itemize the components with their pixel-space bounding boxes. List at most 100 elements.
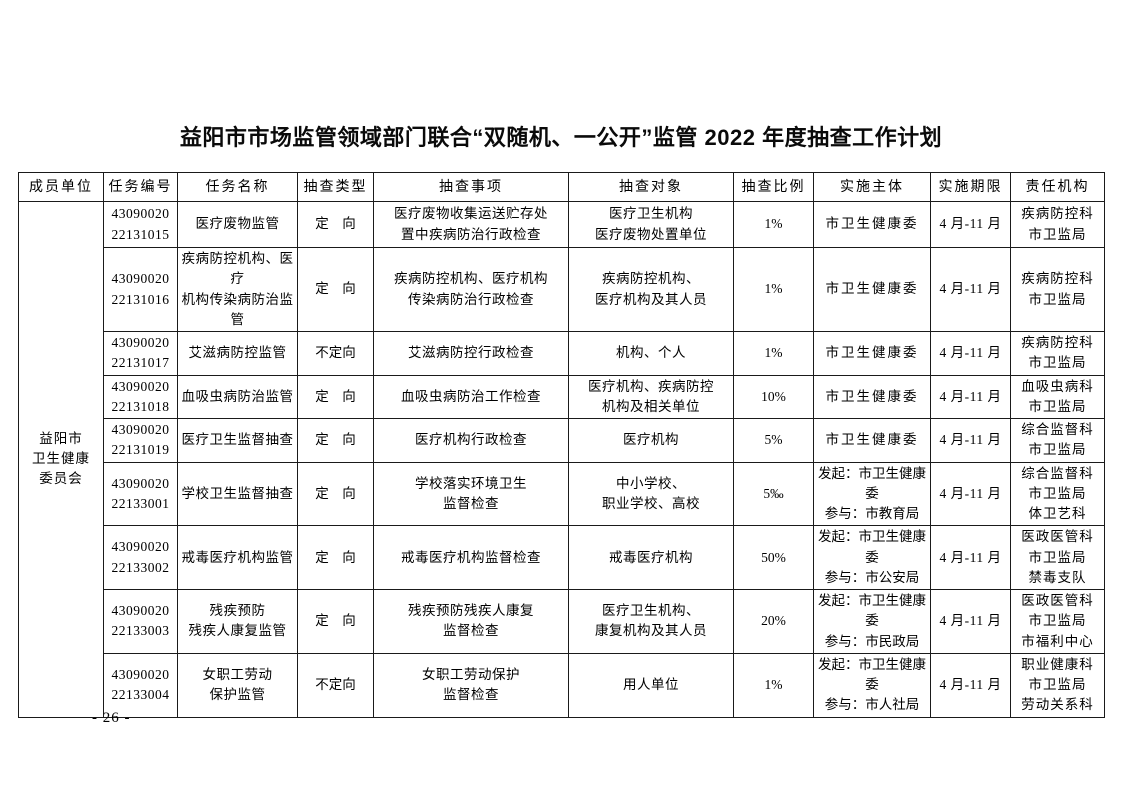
cell-period: 4 月-11 月 [930,589,1011,654]
cell-responsible: 疾病防控科 市卫监局 [1010,201,1105,248]
cell-task-name: 疾病防控机构、医疗 机构传染病防治监管 [177,247,298,332]
cell-check-item: 戒毒医疗机构监督检查 [373,525,569,590]
cell-responsible: 职业健康科 市卫监局 劳动关系科 [1010,652,1105,718]
cell-check-target: 用人单位 [568,652,734,718]
table-row: 43090020 22131018 血吸虫病防治监管 定 向 血吸虫病防治工作检… [19,374,1105,419]
cell-responsible: 综合监督科 市卫监局 [1010,418,1105,463]
cell-implementer: 市卫生健康委 [813,418,931,463]
cell-check-target: 疾病防控机构、 医疗机构及其人员 [568,247,734,332]
cell-implementer: 发起：市卫生健康委 参与：市人社局 [813,652,931,718]
table-row: 43090020 22131019 医疗卫生监督抽查 定 向 医疗机构行政检查 … [19,418,1105,463]
column-header-implementer: 实施主体 [813,172,931,202]
cell-ratio: 1% [733,652,814,718]
cell-task-id: 43090020 22131017 [103,331,178,376]
table-row: 43090020 22131017 艾滋病防控监管 不定向 艾滋病防控行政检查 … [19,331,1105,376]
cell-task-name: 女职工劳动 保护监管 [177,652,298,718]
cell-ratio: 1% [733,247,814,332]
cell-check-type: 定 向 [297,247,374,332]
cell-check-item: 学校落实环境卫生 监督检查 [373,461,569,527]
cell-ratio: 50% [733,525,814,590]
cell-ratio: 20% [733,589,814,654]
cell-ratio: 5‰ [733,461,814,527]
cell-implementer: 发起：市卫生健康委 参与：市公安局 [813,525,931,590]
cell-check-item: 女职工劳动保护 监督检查 [373,652,569,718]
column-header-check-type: 抽查类型 [297,172,374,202]
cell-responsible: 综合监督科 市卫监局 体卫艺科 [1010,461,1105,527]
cell-check-item: 医疗废物收集运送贮存处 置中疾病防治行政检查 [373,201,569,248]
cell-check-type: 定 向 [297,461,374,527]
cell-check-target: 戒毒医疗机构 [568,525,734,590]
cell-ratio: 5% [733,418,814,463]
page-number: - 26 - [92,710,131,726]
column-header-task-id: 任务编号 [103,172,178,202]
cell-check-type: 不定向 [297,652,374,718]
table-row: 43090020 22133002 戒毒医疗机构监管 定 向 戒毒医疗机构监督检… [19,525,1105,590]
column-header-task-name: 任务名称 [177,172,298,202]
cell-period: 4 月-11 月 [930,331,1011,376]
cell-check-target: 中小学校、 职业学校、高校 [568,461,734,527]
cell-task-id: 43090020 22131018 [103,374,178,419]
column-header-check-item: 抽查事项 [373,172,569,202]
cell-implementer: 发起：市卫生健康委 参与：市教育局 [813,461,931,527]
cell-task-id: 43090020 22133004 [103,652,178,718]
table-row: 益阳市 卫生健康 委员会 43090020 22131015 医疗废物监管 定 … [18,201,1105,718]
cell-task-name: 艾滋病防控监管 [177,331,298,376]
cell-period: 4 月-11 月 [930,418,1011,463]
cell-task-name: 医疗卫生监督抽查 [177,418,298,463]
cell-period: 4 月-11 月 [930,461,1011,527]
column-header-check-target: 抽查对象 [568,172,734,202]
table-row: 43090020 22131016 疾病防控机构、医疗 机构传染病防治监管 定 … [19,247,1105,332]
cell-check-item: 艾滋病防控行政检查 [373,331,569,376]
table-row: 43090020 22133004 女职工劳动 保护监管 不定向 女职工劳动保护… [19,652,1105,718]
cell-check-target: 医疗卫生机构 医疗废物处置单位 [568,201,734,248]
page-title: 益阳市市场监管领域部门联合“双随机、一公开”监管 2022 年度抽查工作计划 [179,125,943,150]
cell-check-type: 定 向 [297,525,374,590]
cell-period: 4 月-11 月 [930,374,1011,419]
cell-period: 4 月-11 月 [930,247,1011,332]
cell-task-id: 43090020 22133003 [103,589,178,654]
cell-responsible: 医政医管科 市卫监局 市福利中心 [1010,589,1105,654]
cell-responsible: 疾病防控科 市卫监局 [1010,247,1105,332]
cell-implementer: 市卫生健康委 [813,374,931,419]
member-unit-cell: 益阳市 卫生健康 委员会 [18,201,104,718]
cell-task-id: 43090020 22133002 [103,525,178,590]
cell-check-type: 定 向 [297,418,374,463]
cell-implementer: 发起：市卫生健康委 参与：市民政局 [813,589,931,654]
cell-check-item: 医疗机构行政检查 [373,418,569,463]
cell-check-item: 血吸虫病防治工作检查 [373,374,569,419]
cell-task-id: 43090020 22131015 [103,201,178,248]
table-row: 43090020 22133001 学校卫生监督抽查 定 向 学校落实环境卫生 … [19,461,1105,527]
cell-task-name: 血吸虫病防治监管 [177,374,298,419]
cell-check-type: 定 向 [297,374,374,419]
cell-implementer: 市卫生健康委 [813,331,931,376]
table-row: 43090020 22133003 残疾预防 残疾人康复监管 定 向 残疾预防残… [19,589,1105,654]
cell-check-type: 定 向 [297,589,374,654]
cell-check-item: 疾病防控机构、医疗机构 传染病防治行政检查 [373,247,569,332]
cell-check-target: 医疗机构 [568,418,734,463]
cell-check-item: 残疾预防残疾人康复 监督检查 [373,589,569,654]
cell-task-name: 学校卫生监督抽查 [177,461,298,527]
cell-task-name: 残疾预防 残疾人康复监管 [177,589,298,654]
cell-check-type: 定 向 [297,201,374,248]
cell-task-id: 43090020 22131016 [103,247,178,332]
cell-check-target: 医疗卫生机构、 康复机构及其人员 [568,589,734,654]
cell-period: 4 月-11 月 [930,525,1011,590]
cell-check-type: 不定向 [297,331,374,376]
cell-period: 4 月-11 月 [930,652,1011,718]
cell-task-id: 43090020 22133001 [103,461,178,527]
cell-implementer: 市卫生健康委 [813,201,931,248]
cell-check-target: 医疗机构、疾病防控 机构及相关单位 [568,374,734,419]
cell-task-name: 戒毒医疗机构监管 [177,525,298,590]
table-header-row: 成员单位 任务编号 任务名称 抽查类型 抽查事项 抽查对象 抽查比例 实施主体 … [18,172,1105,202]
column-header-member-unit: 成员单位 [18,172,104,202]
cell-ratio: 10% [733,374,814,419]
cell-period: 4 月-11 月 [930,201,1011,248]
cell-task-name: 医疗废物监管 [177,201,298,248]
cell-responsible: 医政医管科 市卫监局 禁毒支队 [1010,525,1105,590]
column-header-responsible: 责任机构 [1010,172,1105,202]
cell-responsible: 血吸虫病科 市卫监局 [1010,374,1105,419]
cell-ratio: 1% [733,331,814,376]
column-header-ratio: 抽查比例 [733,172,814,202]
cell-ratio: 1% [733,201,814,248]
